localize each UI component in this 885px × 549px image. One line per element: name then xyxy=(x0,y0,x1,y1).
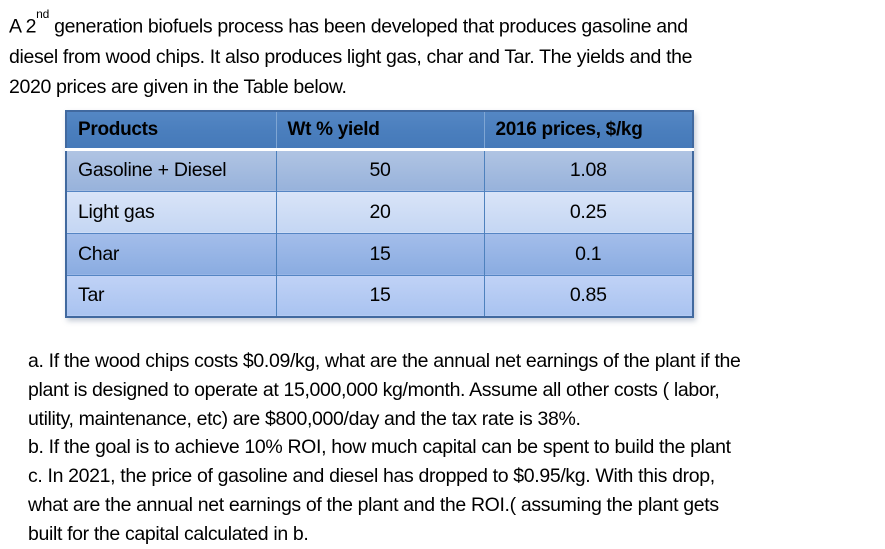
table-row-char: Char 15 0.1 xyxy=(66,232,693,275)
table-row-tar: Tar 15 0.85 xyxy=(66,274,693,317)
column-header-yield: Wt % yield xyxy=(276,111,485,151)
intro-line-1: A 2nd generation biofuels process has be… xyxy=(9,6,692,42)
question-a-line-2: plant is designed to operate at 15,000,0… xyxy=(28,378,720,401)
product-name-cell: Char xyxy=(66,232,277,275)
yields-prices-table: Products Wt % yield 2016 prices, $/kg Ga… xyxy=(65,110,694,318)
product-name-cell: Tar xyxy=(66,274,277,317)
yield-value-cell: 15 xyxy=(276,232,485,275)
intro-line-1-post: generation biofuels process has been dev… xyxy=(49,15,688,38)
yield-value-cell: 15 xyxy=(276,274,485,317)
table-row-gasoline-diesel: Gasoline + Diesel 50 1.08 xyxy=(66,149,693,191)
product-name-cell: Light gas xyxy=(66,190,277,233)
question-c-line-2: what are the annual net earnings of the … xyxy=(28,493,719,516)
table-header-row: Products Wt % yield 2016 prices, $/kg xyxy=(66,111,693,151)
price-value-cell: 1.08 xyxy=(484,149,693,191)
question-a-line-3: utility, maintenance, etc) are $800,000/… xyxy=(28,407,581,430)
column-header-prices: 2016 prices, $/kg xyxy=(484,111,693,151)
question-a-line-1: a. If the wood chips costs $0.09/kg, wha… xyxy=(28,350,741,372)
yield-value-cell: 20 xyxy=(276,190,485,233)
price-value-cell: 0.25 xyxy=(484,190,693,233)
column-header-products: Products xyxy=(66,111,277,151)
product-name-cell: Gasoline + Diesel xyxy=(66,149,277,191)
question-c-line-1: c. In 2021, the price of gasoline and di… xyxy=(28,465,715,488)
price-value-cell: 0.1 xyxy=(484,232,693,275)
intro-line-1-pre: A 2 xyxy=(9,15,37,38)
price-value-cell: 0.85 xyxy=(484,274,693,317)
yield-value-cell: 50 xyxy=(276,149,485,191)
question-b-line-1: b. If the goal is to achieve 10% ROI, ho… xyxy=(28,436,731,459)
questions-paragraph: a. If the wood chips costs $0.09/kg, wha… xyxy=(28,347,741,549)
table-row-light-gas: Light gas 20 0.25 xyxy=(66,190,693,233)
intro-line-2: diesel from wood chips. It also produces… xyxy=(9,45,693,68)
ordinal-superscript: nd xyxy=(36,7,50,21)
question-c-line-3: built for the capital calculated in b. xyxy=(28,522,309,545)
intro-paragraph: A 2nd generation biofuels process has be… xyxy=(9,6,692,102)
intro-line-3: 2020 prices are given in the Table below… xyxy=(9,75,347,98)
